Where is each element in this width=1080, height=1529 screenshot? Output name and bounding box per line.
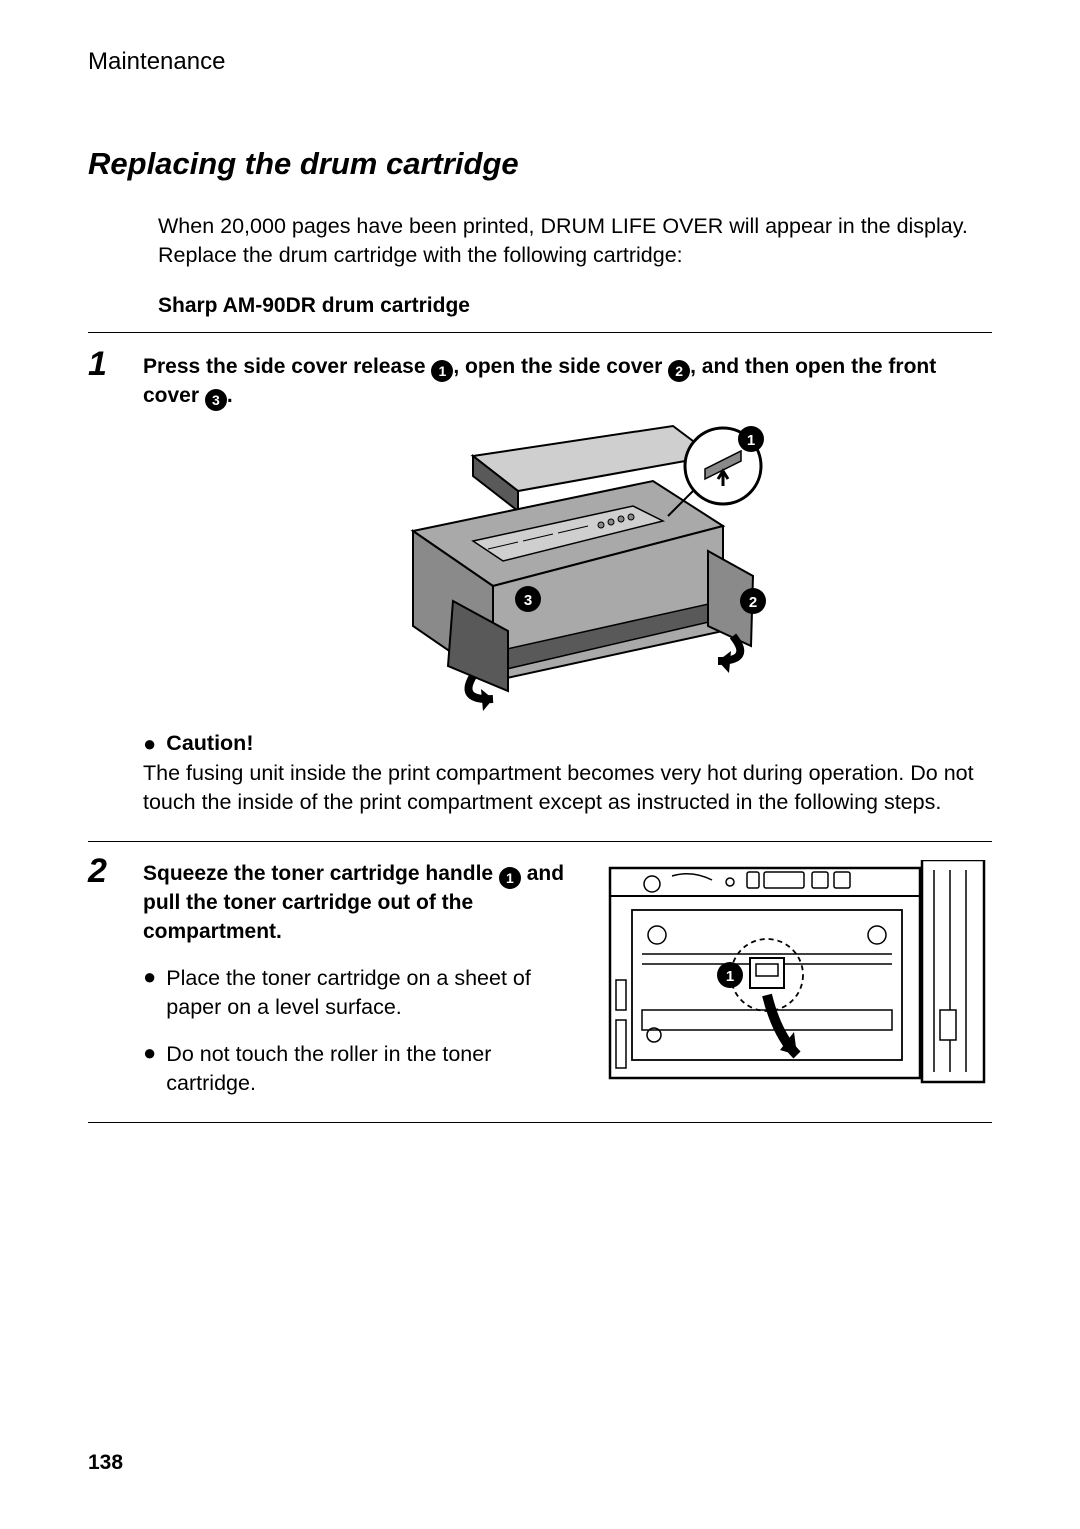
bullet-icon: ● — [143, 964, 156, 990]
step-2-instruction: Squeeze the toner cartridge handle 1 and… — [143, 860, 578, 946]
step-2: 2 Squeeze the toner cartridge handle 1 a… — [88, 860, 992, 1098]
cartridge-name: Sharp AM-90DR drum cartridge — [158, 294, 992, 318]
divider — [88, 841, 992, 842]
page-title: Replacing the drum cartridge — [88, 146, 992, 182]
callout-2-icon: 2 — [668, 360, 690, 382]
intro-paragraph: When 20,000 pages have been printed, DRU… — [158, 212, 992, 270]
bullet-icon: ● — [143, 1040, 156, 1066]
step-2-bullet-2: ● Do not touch the roller in the toner c… — [143, 1040, 578, 1098]
divider — [88, 1122, 992, 1123]
divider — [88, 332, 992, 333]
svg-text:2: 2 — [748, 594, 756, 611]
caution-row: ● Caution! — [143, 731, 992, 757]
step-2-bullet-1-text: Place the toner cartridge on a sheet of … — [166, 964, 578, 1022]
step-2-bullet-2-text: Do not touch the roller in the toner car… — [166, 1040, 578, 1098]
step-1-number: 1 — [88, 345, 107, 384]
callout-1-icon: 1 — [431, 360, 453, 382]
step-2-bullet-1: ● Place the toner cartridge on a sheet o… — [143, 964, 578, 1022]
step-2-text-a: Squeeze the toner cartridge handle — [143, 862, 499, 885]
step-1-text-a: Press the side cover release — [143, 355, 431, 378]
step-1-text-b: , open the side cover — [453, 355, 668, 378]
page: Maintenance Replacing the drum cartridge… — [0, 0, 1080, 1529]
svg-text:3: 3 — [523, 592, 531, 609]
step-1-instruction: Press the side cover release 1, open the… — [143, 353, 992, 411]
printer-toner-removal-icon: 1 — [602, 860, 992, 1090]
callout-1-icon: 1 — [499, 867, 521, 889]
page-number: 138 — [88, 1451, 123, 1475]
callout-3-icon: 3 — [205, 389, 227, 411]
svg-text:1: 1 — [746, 432, 754, 449]
step-1: 1 Press the side cover release 1, open t… — [88, 353, 992, 817]
step-2-diagram: 1 — [602, 860, 992, 1098]
step-1-text-d: . — [227, 384, 233, 407]
step-2-text-column: Squeeze the toner cartridge handle 1 and… — [143, 860, 578, 1098]
section-header: Maintenance — [88, 48, 992, 76]
caution-label: Caution! — [166, 731, 253, 756]
step-1-diagram: 1 2 3 — [143, 421, 992, 721]
bullet-icon: ● — [143, 731, 156, 757]
caution-text: The fusing unit inside the print compart… — [143, 759, 992, 817]
printer-open-cover-icon: 1 2 3 — [353, 421, 783, 721]
svg-text:1: 1 — [726, 968, 734, 985]
step-2-number: 2 — [88, 852, 107, 891]
